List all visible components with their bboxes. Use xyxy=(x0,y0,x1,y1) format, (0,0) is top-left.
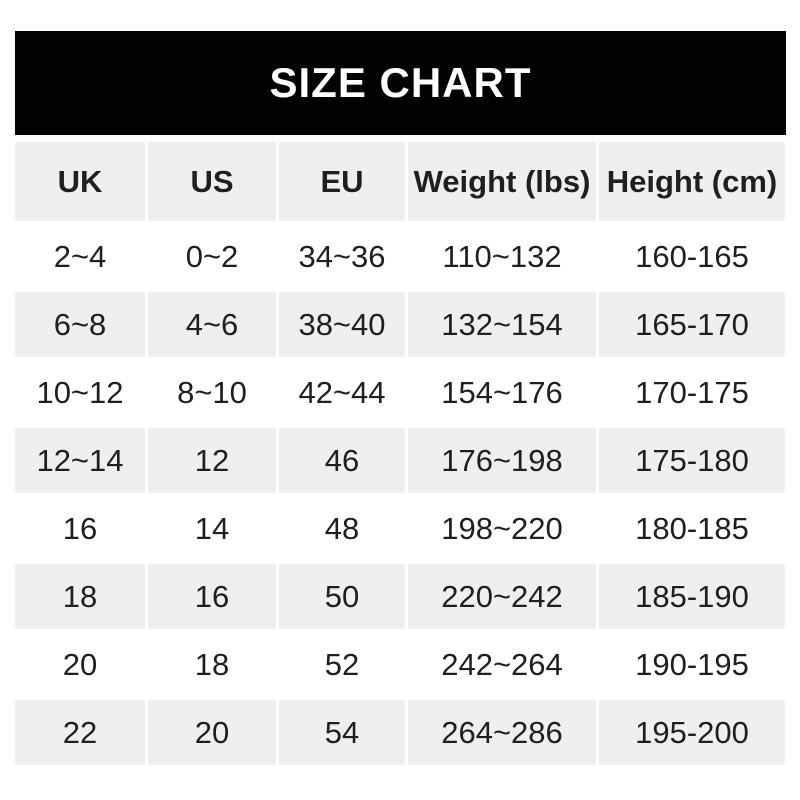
table-cell: 20 xyxy=(15,632,145,697)
page-title: SIZE CHART xyxy=(269,59,532,106)
column-header-eu: EU xyxy=(279,142,405,221)
table-cell: 264~286 xyxy=(408,700,596,765)
size-chart-table: UK US EU Weight (lbs) Height (cm) 2~4 0~2 34~3… xyxy=(12,139,788,768)
table-cell: 12 xyxy=(148,428,276,493)
table-row: 12~14 12 46 176~198 175-180 xyxy=(15,428,785,493)
table-cell: 20 xyxy=(148,700,276,765)
table-cell: 170-175 xyxy=(599,360,785,425)
table-cell: 242~264 xyxy=(408,632,596,697)
table-cell: 0~2 xyxy=(148,224,276,289)
table-cell: 132~154 xyxy=(408,292,596,357)
table-cell: 176~198 xyxy=(408,428,596,493)
table-cell: 54 xyxy=(279,700,405,765)
table-cell: 154~176 xyxy=(408,360,596,425)
table-cell: 18 xyxy=(148,632,276,697)
table-row: 18 16 50 220~242 185-190 xyxy=(15,564,785,629)
table-cell: 10~12 xyxy=(15,360,145,425)
table-row: 20 18 52 242~264 190-195 xyxy=(15,632,785,697)
table-cell: 220~242 xyxy=(408,564,596,629)
table-cell: 195-200 xyxy=(599,700,785,765)
table-cell: 2~4 xyxy=(15,224,145,289)
table-cell: 14 xyxy=(148,496,276,561)
banner: SIZE CHART xyxy=(15,31,786,135)
column-header-uk: UK xyxy=(15,142,145,221)
table-cell: 180-185 xyxy=(599,496,785,561)
table-cell: 110~132 xyxy=(408,224,596,289)
table-cell: 18 xyxy=(15,564,145,629)
table-row: 10~12 8~10 42~44 154~176 170-175 xyxy=(15,360,785,425)
table-cell: 198~220 xyxy=(408,496,596,561)
column-header-us: US xyxy=(148,142,276,221)
table-row: 6~8 4~6 38~40 132~154 165-170 xyxy=(15,292,785,357)
table-cell: 34~36 xyxy=(279,224,405,289)
table-cell: 52 xyxy=(279,632,405,697)
table-cell: 4~6 xyxy=(148,292,276,357)
table-cell: 175-180 xyxy=(599,428,785,493)
table-cell: 22 xyxy=(15,700,145,765)
header-row: UK US EU Weight (lbs) Height (cm) xyxy=(15,142,785,221)
table-cell: 16 xyxy=(15,496,145,561)
table-cell: 6~8 xyxy=(15,292,145,357)
table-cell: 185-190 xyxy=(599,564,785,629)
column-header-height-cm: Height (cm) xyxy=(599,142,785,221)
table-cell: 16 xyxy=(148,564,276,629)
table-cell: 12~14 xyxy=(15,428,145,493)
table-cell: 48 xyxy=(279,496,405,561)
column-header-weight-lbs: Weight (lbs) xyxy=(408,142,596,221)
table-cell: 46 xyxy=(279,428,405,493)
table-row: 2~4 0~2 34~36 110~132 160-165 xyxy=(15,224,785,289)
table-row: 16 14 48 198~220 180-185 xyxy=(15,496,785,561)
table-row: 22 20 54 264~286 195-200 xyxy=(15,700,785,765)
table-cell: 42~44 xyxy=(279,360,405,425)
table-body: 2~4 0~2 34~36 110~132 160-165 6~8 4~6 38~40 132~… xyxy=(15,224,785,765)
table-cell: 38~40 xyxy=(279,292,405,357)
table-cell: 50 xyxy=(279,564,405,629)
table-cell: 165-170 xyxy=(599,292,785,357)
table-cell: 160-165 xyxy=(599,224,785,289)
table-cell: 8~10 xyxy=(148,360,276,425)
table-cell: 190-195 xyxy=(599,632,785,697)
